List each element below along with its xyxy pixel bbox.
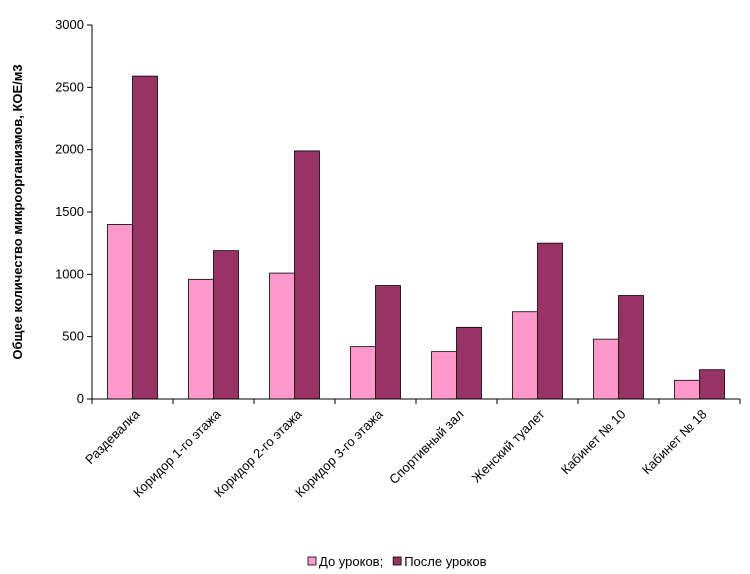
bar-before-5: [512, 311, 538, 400]
bar-before-4: [431, 351, 457, 400]
legend-label: До уроков;: [319, 554, 383, 569]
y-tick-label: 2500: [55, 79, 84, 94]
bar-after-4: [456, 326, 482, 400]
y-axis-label: Общее количество микроорганизмов, КОЕ/м3: [10, 64, 25, 359]
bar-after-5: [537, 242, 563, 400]
y-tick-label: 2000: [55, 142, 84, 157]
bar-before-2: [269, 272, 295, 400]
bar-before-7: [674, 379, 700, 400]
y-tick-label: 0: [77, 391, 84, 406]
x-tick-label: Коридор 3-го этажа: [292, 406, 386, 500]
x-tick-label: Раздевалка: [82, 406, 143, 467]
x-tick-label: Кабинет № 10: [558, 407, 629, 478]
x-tick-label: Коридор 2-го этажа: [211, 406, 305, 500]
legend-swatch: [307, 556, 317, 566]
x-tick-label: Женский туалет: [469, 406, 548, 485]
bar-before-6: [593, 338, 619, 400]
y-tick-label: 1000: [55, 266, 84, 281]
y-tick-label: 500: [62, 329, 84, 344]
y-tick-label: 1500: [55, 204, 84, 219]
bar-after-7: [699, 369, 725, 400]
bar-before-1: [188, 278, 214, 400]
x-tick-label: Спортивный зал: [386, 407, 467, 488]
x-tick-label: Кабинет № 18: [639, 407, 710, 478]
bars: [107, 75, 725, 400]
bar-after-1: [213, 250, 239, 400]
bar-before-3: [350, 346, 376, 400]
legend-swatch: [392, 556, 402, 566]
y-axis: 0 500 1000 1500 2000 2500 3000: [55, 17, 93, 406]
y-tick-label: 3000: [55, 17, 84, 32]
bar-before-0: [107, 224, 133, 400]
x-tick-label: Коридор 1-го этажа: [130, 406, 224, 500]
bar-after-6: [618, 295, 644, 400]
bar-after-3: [375, 285, 401, 400]
legend: До уроков; После уроков: [307, 554, 487, 569]
bar-after-2: [294, 150, 320, 400]
legend-label: После уроков: [404, 554, 486, 569]
bar-after-0: [132, 75, 158, 400]
